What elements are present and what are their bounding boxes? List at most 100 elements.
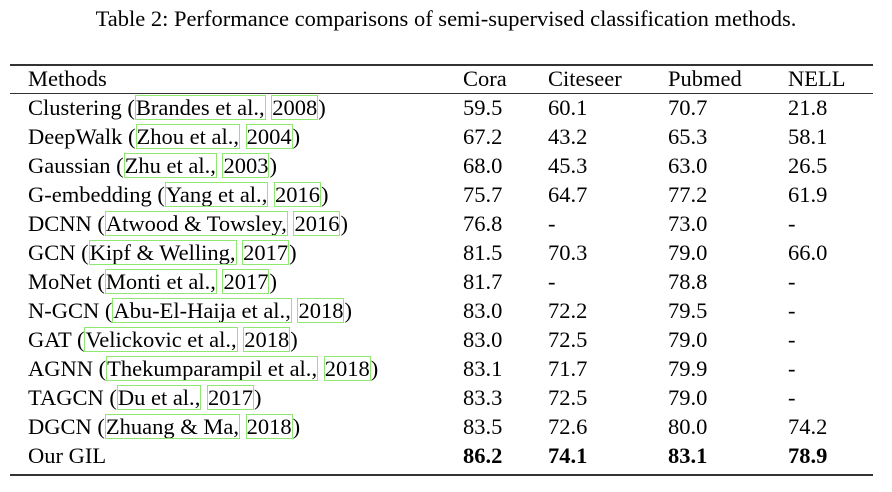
citation-author-link[interactable]: Abu-El-Haija et al.,	[112, 298, 292, 323]
citation-author: Monti et al.	[105, 269, 211, 294]
value-citeseer: 60.1	[548, 95, 588, 120]
header-row: Methods Cora Citeseer Pubmed NELL	[10, 64, 873, 93]
value-cora: 83.5	[463, 414, 503, 439]
citation-author-link[interactable]: Brandes et al.,	[134, 95, 266, 120]
method-cell: DCNN (Atwood & Towsley, 2016)	[28, 211, 348, 236]
column-header-nell: NELL	[788, 66, 846, 91]
value-citeseer: 64.7	[548, 182, 588, 207]
value-pubmed: 80.0	[668, 414, 708, 439]
citation-year-link[interactable]: 2018	[245, 414, 293, 439]
table-row: TAGCN (Du et al., 2017) 83.3 72.5 79.0 -	[10, 383, 873, 412]
citation-author-link[interactable]: Zhu et al.,	[123, 153, 217, 178]
value-cora: 68.0	[463, 153, 503, 178]
value-nell: -	[788, 385, 796, 410]
citation-author: Du et al.	[117, 385, 195, 410]
value-citeseer: -	[548, 269, 556, 294]
citation-author-link[interactable]: Kipf & Welling,	[88, 240, 237, 265]
citation-year-link[interactable]: 2017	[222, 269, 270, 294]
citation-author-link[interactable]: Monti et al.,	[104, 269, 217, 294]
value-nell: 74.2	[788, 414, 828, 439]
citation-author-link[interactable]: Thekumparampil et al.,	[106, 356, 319, 381]
citation-author-link[interactable]: Atwood & Towsley,	[104, 211, 288, 236]
citation-author: Zhu et al.	[124, 153, 211, 178]
value-cora: 83.3	[463, 385, 503, 410]
table-row: Clustering (Brandes et al., 2008) 59.5 60.…	[10, 93, 873, 122]
citation-author-link[interactable]: Velickovic et al.,	[84, 327, 238, 352]
value-nell: -	[788, 269, 796, 294]
value-nell: 66.0	[788, 240, 828, 265]
method-name: GAT	[28, 327, 72, 352]
value-nell: -	[788, 356, 796, 381]
value-nell: 61.9	[788, 182, 828, 207]
table-row: GAT (Velickovic et al., 2018) 83.0 72.5 79.…	[10, 325, 873, 354]
value-pubmed: 79.0	[668, 327, 708, 352]
citation-author-link[interactable]: Zhou et al.,	[135, 124, 241, 149]
value-pubmed: 70.7	[668, 95, 708, 120]
citation-year-link[interactable]: 2004	[245, 124, 293, 149]
table-row: N-GCN (Abu-El-Haija et al., 2018) 83.0 72.…	[10, 296, 873, 325]
method-name: GCN	[28, 240, 76, 265]
citation-author: Brandes et al.	[135, 95, 259, 120]
table-row: GCN (Kipf & Welling, 2017) 81.5 70.3 79.0 66…	[10, 238, 873, 267]
citation-year-link[interactable]: 2016	[293, 211, 341, 236]
table-row: G-embedding (Yang et al., 2016) 75.7 64.7 7…	[10, 180, 873, 209]
citation-year-link[interactable]: 2008	[271, 95, 319, 120]
method-name: DGCN	[28, 414, 92, 439]
table-row: DCNN (Atwood & Towsley, 2016) 76.8 - 73.0 -	[10, 209, 873, 238]
value-cora: 81.5	[463, 240, 503, 265]
value-cora: 67.2	[463, 124, 503, 149]
value-pubmed: 79.9	[668, 356, 708, 381]
column-header-citeseer: Citeseer	[548, 66, 622, 91]
column-header-cora: Cora	[463, 66, 507, 91]
citation-year-link[interactable]: 2017	[206, 385, 254, 410]
method-cell: AGNN (Thekumparampil et al., 2018)	[28, 356, 379, 381]
table-row: Gaussian (Zhu et al., 2003) 68.0 45.3 63.0 2…	[10, 151, 873, 180]
citation-author: Abu-El-Haija et al.	[113, 298, 286, 323]
citation-author: Zhuang & Ma	[105, 414, 234, 439]
citation-author-link[interactable]: Zhuang & Ma,	[104, 414, 240, 439]
value-pubmed: 78.8	[668, 269, 708, 294]
value-cora: 59.5	[463, 95, 503, 120]
table-row: DGCN (Zhuang & Ma, 2018) 83.5 72.6 80.0 74.2	[10, 412, 873, 441]
value-pubmed: 83.1	[668, 443, 708, 468]
method-name: Our GIL	[28, 443, 107, 468]
value-cora: 75.7	[463, 182, 503, 207]
value-pubmed: 79.0	[668, 240, 708, 265]
value-cora: 86.2	[463, 443, 503, 468]
value-citeseer: 45.3	[548, 153, 588, 178]
value-citeseer: -	[548, 211, 556, 236]
table-row: AGNN (Thekumparampil et al., 2018) 83.1 71…	[10, 354, 873, 383]
citation-author: Zhou et al.	[136, 124, 234, 149]
value-pubmed: 79.0	[668, 385, 708, 410]
results-table: Methods Cora Citeseer Pubmed NELL Clustering…	[10, 64, 873, 470]
method-name: N-GCN	[28, 298, 100, 323]
column-header-pubmed: Pubmed	[668, 66, 742, 91]
citation-year-link[interactable]: 2018	[323, 356, 371, 381]
value-pubmed: 73.0	[668, 211, 708, 236]
table-row: Our GIL 86.2 74.1 83.1 78.9	[10, 441, 873, 470]
method-cell: GAT (Velickovic et al., 2018)	[28, 327, 298, 352]
citation-year-link[interactable]: 2018	[243, 327, 291, 352]
value-pubmed: 63.0	[668, 153, 708, 178]
value-citeseer: 70.3	[548, 240, 588, 265]
value-citeseer: 71.7	[548, 356, 588, 381]
method-name: MoNet	[28, 269, 92, 294]
value-citeseer: 72.6	[548, 414, 588, 439]
citation-year-link[interactable]: 2003	[222, 153, 270, 178]
citation-year-link[interactable]: 2018	[297, 298, 345, 323]
citation-author-link[interactable]: Yang et al.,	[164, 182, 269, 207]
method-cell: G-embedding (Yang et al., 2016)	[28, 182, 329, 207]
citation-author-link[interactable]: Du et al.,	[116, 385, 202, 410]
bottom-rule	[10, 474, 873, 476]
mid-rule	[10, 93, 873, 94]
citation-author: Yang et al.	[165, 182, 262, 207]
table-row: MoNet (Monti et al., 2017) 81.7 - 78.8 -	[10, 267, 873, 296]
method-name: TAGCN	[28, 385, 104, 410]
citation-year-link[interactable]: 2017	[242, 240, 290, 265]
citation-author: Velickovic et al.	[85, 327, 232, 352]
method-cell: TAGCN (Du et al., 2017)	[28, 385, 262, 410]
value-citeseer: 43.2	[548, 124, 588, 149]
method-cell: Our GIL	[10, 441, 463, 470]
value-nell: -	[788, 327, 796, 352]
citation-year-link[interactable]: 2016	[273, 182, 321, 207]
